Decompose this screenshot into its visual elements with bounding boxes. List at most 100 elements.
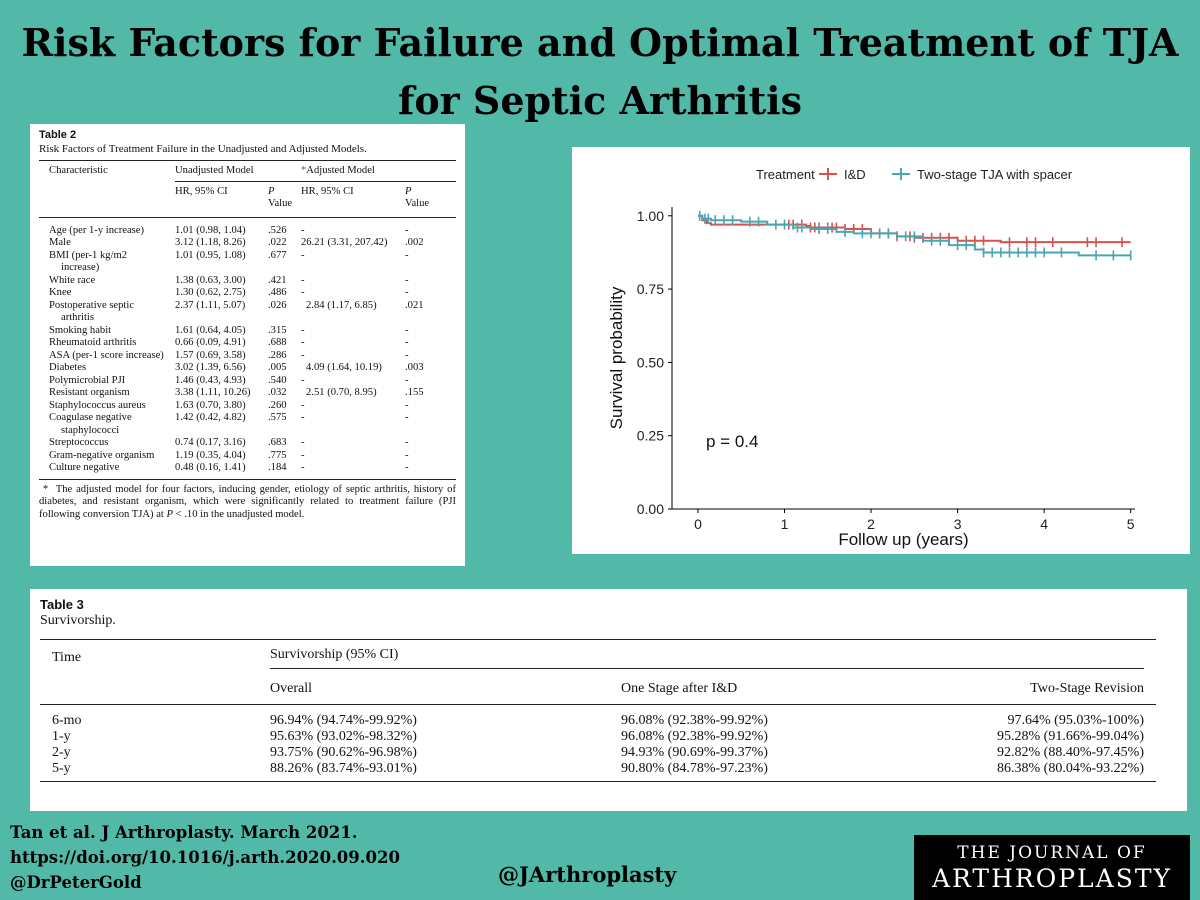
cell-adjusted-hr: 2.84 (1.17, 6.85) [306,299,377,311]
cell-two-stage: 95.28% (91.66%-99.04%) [997,729,1144,744]
table-row: 5-y 88.26% (83.74%-93.01%) 90.80% (84.78%-… [40,761,1156,782]
cell-adjusted-hr: - [301,449,305,461]
table-row: Polymicrobial PJI 1.46 (0.43, 4.93) .540 - - [39,375,456,388]
cell-time: 5-y [40,761,270,782]
cell-characteristic: Male [49,237,71,248]
cell-characteristic: White race [49,274,96,286]
cell-characteristic: BMI (per-1 kg/m2 increase) [49,249,128,274]
cell-adjusted-hr: - [301,349,305,361]
cell-adjusted-hr: - [301,412,305,423]
table-row: Smoking habit 1.61 (0.64, 4.05) .315 - - [39,325,456,338]
cell-adjusted-hr: - [301,399,305,411]
table-row: 6-mo 96.94% (94.74%-99.92%) 96.08% (92.38%… [40,705,1156,730]
x-tick-label: 2 [867,516,875,532]
cell-adjusted-p: - [405,287,409,298]
table-row: Coagulase negative staphylococci 1.42 (0.4… [39,412,456,437]
col-unadjusted-p: P Value [268,181,301,218]
x-tick-label: 0 [694,516,702,532]
cell-adjusted-hr: - [301,287,305,298]
col-adjusted-hr: HR, 95% CI [301,181,405,218]
cell-characteristic: Staphylococcus aureus [49,399,146,411]
table-2-footnote: * The adjusted model for four factors, i… [39,483,456,520]
cell-adjusted-p: - [405,374,409,386]
cell-characteristic: Smoking habit [49,324,112,336]
cell-unadjusted-p: .032 [268,387,287,398]
cell-unadjusted-p: .184 [268,462,301,480]
cell-adjusted-hr: - [301,249,305,261]
cell-characteristic: Polymicrobial PJI [49,374,126,386]
table-row: Resistant organism 3.38 (1.11, 10.26) .032… [39,387,456,400]
table-row: Knee 1.30 (0.62, 2.75) .486 - - [39,287,456,300]
cell-unadjusted-hr: 1.01 (0.98, 1.04) [175,224,246,236]
journal-logo: THE JOURNAL OF ARTHROPLASTY [914,835,1190,900]
cell-characteristic: Streptococcus [49,437,109,448]
y-tick-label: 0.25 [637,428,664,444]
cell-unadjusted-hr: 3.02 (1.39, 6.56) [175,362,246,373]
cell-unadjusted-p: .260 [268,399,287,411]
x-tick-label: 5 [1127,516,1135,532]
y-tick-label: 0.75 [637,281,664,297]
cell-unadjusted-hr: 1.30 (0.62, 2.75) [175,287,246,298]
cell-adjusted-p: .155 [405,387,424,398]
cell-adjusted-p: - [405,349,409,361]
table-row: Culture negative 0.48 (0.16, 1.41) .184- - [39,462,457,480]
cell-unadjusted-p: .286 [268,349,287,361]
x-tick-label: 3 [954,516,962,532]
cell-unadjusted-p: .688 [268,337,287,348]
cell-adjusted-p: .021 [405,299,424,311]
cell-adjusted-p: - [405,337,409,348]
col-adjusted-p: P Value [405,181,457,218]
cell-adjusted-p: .002 [405,237,424,248]
cell-time: 6-mo [52,713,82,728]
cell-adjusted-hr: - [301,324,305,336]
cell-unadjusted-hr: 1.61 (0.64, 4.05) [175,324,246,336]
table-row: Rheumatoid arthritis 0.66 (0.09, 4.91) .68… [39,337,456,350]
cell-characteristic: Rheumatoid arthritis [49,337,137,348]
cell-adjusted-p: - [405,249,409,261]
y-axis-label: Survival probability [607,286,626,429]
cell-unadjusted-hr: 1.01 (0.95, 1.08) [175,249,246,261]
cell-adjusted-p: - [405,399,409,411]
table-row: Staphylococcus aureus 1.63 (0.70, 3.80) .2… [39,400,456,413]
cell-overall: 96.94% (94.74%-99.92%) [270,713,417,728]
cell-adjusted-p: - [405,412,409,423]
table-3-caption: Table 3 [40,597,84,612]
cell-unadjusted-hr: 2.37 (1.11, 5.07) [175,299,246,311]
cell-unadjusted-hr: 1.19 (0.35, 4.04) [175,449,246,461]
cell-unadjusted-p: .486 [268,287,287,298]
table-3: Time Survivorship (95% CI) Overall One S… [40,639,1156,782]
page-title: Risk Factors for Failure and Optimal Tre… [21,20,1179,123]
cell-adjusted-hr: - [301,224,305,236]
citation-author-handle: @DrPeterGold [10,873,142,892]
cell-adjusted-p: - [405,224,409,236]
table-2: Characteristic Unadjusted Model *Adjuste… [39,160,457,480]
col-overall: Overall [270,674,621,705]
cell-adjusted-p: - [405,449,409,461]
cell-adjusted-p: .003 [405,362,424,373]
table-row: BMI (per-1 kg/m2 increase) 1.01 (0.95, 1.0… [39,250,456,275]
journal-handle: @JArthroplasty [498,862,677,887]
cell-adjusted-hr: 4.09 (1.64, 10.19) [306,362,382,373]
cell-unadjusted-p: .540 [268,374,287,386]
cell-characteristic: Coagulase negative staphylococci [49,412,132,436]
col-time: Time [40,639,270,674]
table-row: White race 1.38 (0.63, 3.00) .421 - - [39,275,456,288]
cell-unadjusted-p: .683 [268,437,287,448]
cell-unadjusted-p: .005 [268,362,287,373]
journal-logo-line1: THE JOURNAL OF [957,843,1147,863]
cell-one-stage: 96.08% (92.38%-99.92%) [621,713,768,728]
table-2-caption: Table 2 [39,129,77,141]
table-row: Postoperative septic arthritis 2.37 (1.11,… [39,300,456,325]
x-tick-label: 1 [781,516,789,532]
citation-reference: Tan et al. J Arthroplasty. March 2021. [10,823,358,842]
cell-unadjusted-p: .775 [268,449,287,461]
cell-characteristic: ASA (per-1 score increase) [49,349,164,361]
col-adjusted: *Adjusted Model [301,160,457,182]
cell-unadjusted-p: .677 [268,249,287,261]
cell-unadjusted-hr: 1.57 (0.69, 3.58) [175,349,246,361]
cell-adjusted-hr: 2.51 (0.70, 8.95) [306,387,377,398]
citation: Tan et al. J Arthroplasty. March 2021. h… [10,820,470,895]
survival-chart-panel: 0.00 0.25 0.50 0.75 1.00 0 1 2 3 4 5 Follow up (yea… [572,147,1190,554]
cell-unadjusted-hr: 1.46 (0.43, 4.93) [175,374,246,386]
x-axis-label: Follow up (years) [838,530,968,549]
